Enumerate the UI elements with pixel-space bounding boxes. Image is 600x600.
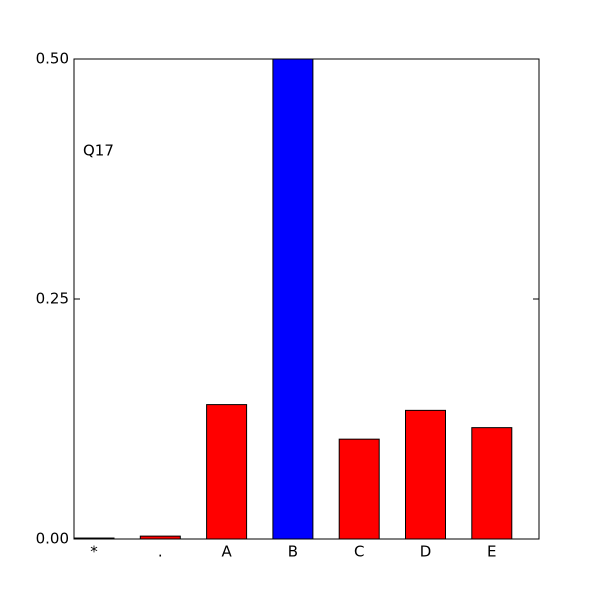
y-tick-label: 0.00 (36, 530, 69, 548)
x-tick-label: . (158, 543, 163, 561)
bar (338, 438, 380, 540)
x-tick-label: C (354, 543, 364, 561)
bar (272, 58, 314, 540)
bar (206, 404, 248, 540)
x-tick-label: B (288, 543, 298, 561)
x-tick-label: A (221, 543, 232, 561)
x-tick-label: D (420, 543, 432, 561)
annotation: Q17 (83, 142, 114, 160)
y-tick-label: 0.25 (36, 290, 69, 308)
y-tick-label: 0.50 (36, 50, 69, 68)
x-tick-label: * (90, 543, 98, 561)
bar (405, 409, 446, 540)
x-tick-label: E (487, 543, 496, 561)
bar (471, 427, 513, 540)
